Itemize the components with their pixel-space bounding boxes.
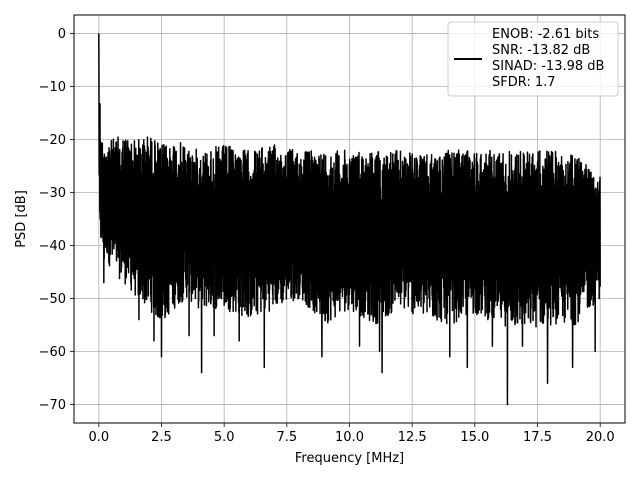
legend: ENOB: -2.61 bits SNR: -13.82 dB SINAD: -… (447, 21, 619, 97)
legend-entry-sfdr: SFDR: 1.7 (492, 75, 556, 90)
y-tick-label: −70 (39, 398, 66, 413)
y-tick-label: −50 (39, 292, 66, 307)
x-axis-label: Frequency [MHz] (295, 451, 404, 466)
x-tick-label: 5.0 (214, 430, 235, 445)
y-tick-label: −40 (39, 239, 66, 254)
y-axis-label: PSD [dB] (14, 190, 29, 248)
y-tick-label: −10 (39, 80, 66, 95)
x-tick-label: 10.0 (335, 430, 364, 445)
legend-box (447, 21, 619, 97)
x-tick-label: 17.5 (523, 430, 552, 445)
x-tick-label: 0.0 (88, 430, 109, 445)
y-tick-label: 0 (58, 27, 66, 42)
legend-entry-enob: ENOB: -2.61 bits (492, 27, 599, 42)
y-axis-ticks: 0 −10 −20 −30 −40 −50 −60 −70 (39, 27, 74, 413)
legend-entry-sinad: SINAD: -13.98 dB (492, 59, 604, 74)
plot-area (98, 33, 601, 406)
y-tick-label: −30 (39, 186, 66, 201)
psd-series-line (98, 33, 601, 406)
x-axis-ticks: 0.0 2.5 5.0 7.5 10.0 12.5 15.0 17.5 20.0 (88, 423, 615, 445)
y-tick-label: −60 (39, 345, 66, 360)
x-tick-label: 2.5 (151, 430, 172, 445)
x-tick-label: 7.5 (276, 430, 297, 445)
y-tick-label: −20 (39, 133, 66, 148)
x-tick-label: 15.0 (460, 430, 489, 445)
legend-entry-snr: SNR: -13.82 dB (492, 43, 590, 58)
x-tick-label: 12.5 (398, 430, 427, 445)
x-tick-label: 20.0 (586, 430, 615, 445)
